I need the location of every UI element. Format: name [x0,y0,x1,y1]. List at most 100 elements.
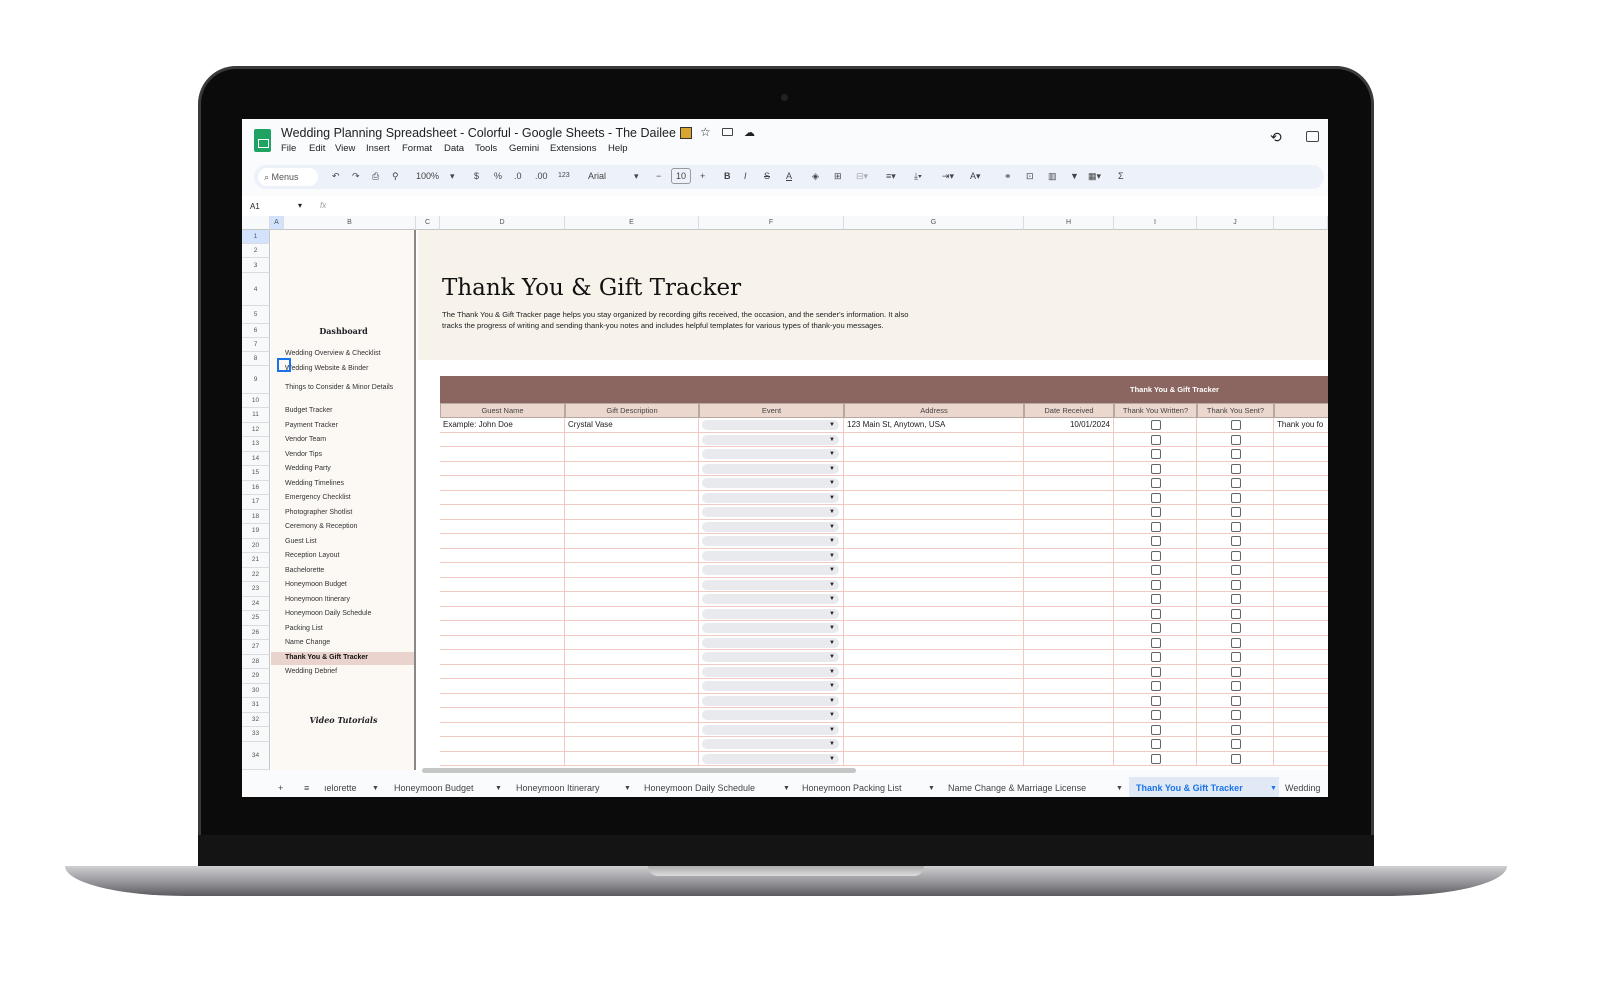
table-cell[interactable]: ▼ [699,490,844,505]
row-header[interactable]: 8 [242,352,270,366]
sheet-tab[interactable]: ıelorette [324,783,357,793]
bold-button[interactable]: B [724,171,731,181]
thank-you-written-checkbox[interactable] [1150,521,1161,532]
sidebar-item[interactable]: Wedding Party [285,465,331,472]
chevron-down-icon[interactable]: ▼ [624,785,631,792]
row-header[interactable]: 19 [242,524,270,539]
print-icon[interactable]: ⎙ [372,171,380,181]
event-dropdown[interactable]: ▼ [702,695,839,706]
table-cell[interactable] [844,563,1024,578]
row-header[interactable]: 5 [242,306,270,324]
borders-icon[interactable]: ⊞ [834,171,842,181]
table-cell[interactable] [1274,679,1328,694]
table-cell[interactable] [844,461,1024,476]
table-cell[interactable] [565,577,699,592]
thank-you-written-checkbox[interactable] [1150,463,1161,474]
redo-icon[interactable]: ↷ [352,171,360,181]
row-header[interactable]: 14 [242,451,270,466]
table-cell[interactable] [1024,519,1114,534]
thank-you-sent-checkbox[interactable] [1230,753,1241,764]
table-cell[interactable]: ▼ [699,519,844,534]
table-cell[interactable] [844,548,1024,563]
table-cell[interactable] [1197,534,1274,549]
table-cell[interactable]: ▼ [699,577,844,592]
thank-you-sent-checkbox[interactable] [1230,579,1241,590]
all-sheets-menu-icon[interactable]: ≡ [304,783,310,793]
functions-button[interactable]: Σ [1118,171,1124,181]
table-cell[interactable]: Crystal Vase [565,418,699,433]
text-color-button[interactable]: A [786,171,793,181]
table-cell[interactable] [1114,490,1197,505]
star-icon[interactable]: ☆ [700,125,711,139]
table-cell[interactable]: Thank you fo [1274,418,1328,433]
column-header[interactable]: I [1114,216,1197,230]
table-cell[interactable] [1197,519,1274,534]
sidebar-item[interactable]: Wedding Debrief [285,668,338,675]
thank-you-written-checkbox[interactable] [1150,550,1161,561]
table-cell[interactable] [1024,679,1114,694]
table-cell[interactable] [844,505,1024,520]
sidebar-item[interactable]: Wedding Timelines [285,480,345,487]
table-cell[interactable] [1197,635,1274,650]
table-cell[interactable] [1274,563,1328,578]
chevron-down-icon[interactable]: ▾ [298,201,303,210]
event-dropdown[interactable]: ▼ [702,536,839,546]
thank-you-sent-checkbox[interactable] [1230,521,1241,532]
table-cell[interactable] [1197,577,1274,592]
table-cell[interactable] [1114,737,1197,752]
row-header[interactable]: 26 [242,625,270,640]
chevron-down-icon[interactable]: ▾ [450,171,455,181]
table-cell[interactable] [844,737,1024,752]
sheet-tab[interactable]: Name Change & Marriage License [948,783,1087,793]
row-header[interactable]: 12 [242,422,270,437]
table-cell[interactable]: ▼ [699,418,844,433]
column-header[interactable]: F [699,216,844,230]
table-cell[interactable] [440,693,565,708]
merge-cells-icon[interactable]: ⊟▾ [856,171,869,181]
table-cell[interactable]: ▼ [699,534,844,549]
thank-you-sent-checkbox[interactable] [1230,507,1241,517]
event-dropdown[interactable]: ▼ [702,608,839,619]
table-cell[interactable] [1197,548,1274,563]
table-cell[interactable] [440,505,565,520]
table-cell[interactable] [1274,592,1328,607]
table-cell[interactable] [1024,534,1114,549]
table-cell[interactable] [1024,432,1114,447]
sidebar-item[interactable]: Things to Consider & Minor Details [285,384,394,391]
table-cell[interactable] [1024,461,1114,476]
thank-you-written-checkbox[interactable] [1150,507,1161,517]
thank-you-written-checkbox[interactable] [1150,739,1161,749]
table-cell[interactable] [1114,447,1197,462]
thank-you-written-checkbox[interactable] [1150,608,1161,619]
table-cell[interactable] [1114,548,1197,563]
row-header[interactable]: 16 [242,480,270,495]
table-cell[interactable]: ▼ [699,737,844,752]
table-cell[interactable] [1197,621,1274,636]
table-cell[interactable]: ▼ [699,505,844,520]
table-cell[interactable] [440,534,565,549]
table-cell[interactable] [565,476,699,491]
table-cell[interactable] [844,606,1024,621]
table-cell[interactable] [1274,723,1328,737]
table-cell[interactable] [1024,737,1114,752]
sidebar-item[interactable]: Vendor Team [285,436,327,443]
thank-you-sent-checkbox[interactable] [1230,449,1241,459]
thank-you-sent-checkbox[interactable] [1230,637,1241,648]
percent-button[interactable]: % [494,171,503,181]
table-cell[interactable] [565,751,699,766]
table-cell[interactable]: 10/01/2024 [1024,418,1114,433]
table-cell[interactable] [844,592,1024,607]
table-cell[interactable] [440,722,565,737]
thank-you-written-checkbox[interactable] [1150,579,1161,590]
table-cell[interactable] [565,563,699,578]
table-cell[interactable] [1114,505,1197,520]
table-cell[interactable] [844,650,1024,665]
table-cell[interactable] [1114,418,1197,433]
table-cell[interactable] [1274,578,1328,592]
row-header[interactable]: 22 [242,567,270,582]
table-cell[interactable] [1114,679,1197,694]
table-cell[interactable]: Example: John Doe [440,418,565,433]
table-cell[interactable]: ▼ [699,693,844,708]
table-cell[interactable] [440,447,565,462]
table-cell[interactable] [1197,447,1274,462]
